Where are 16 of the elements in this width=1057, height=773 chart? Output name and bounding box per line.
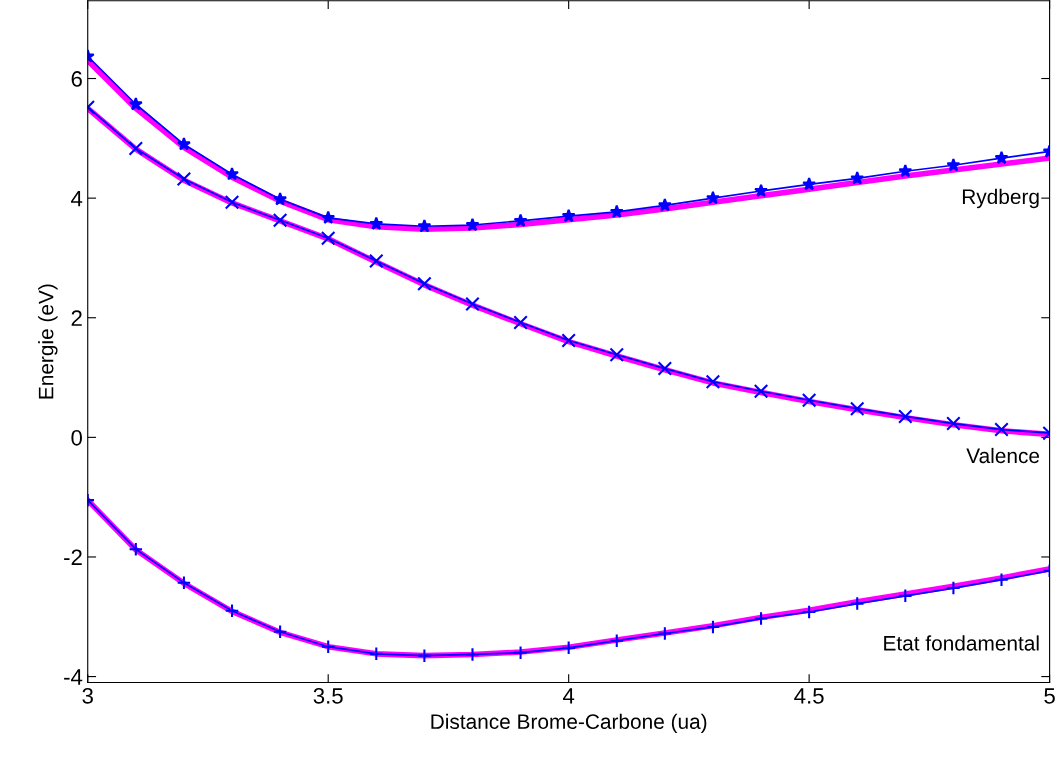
x-tick-label: 5 <box>1044 688 1055 704</box>
y-tick-label: 4 <box>71 190 83 207</box>
x-tick-label: 4 <box>563 688 575 704</box>
x-tick-label: 3.5 <box>313 688 343 704</box>
y-tick-label: -2 <box>64 549 82 566</box>
x-tick-label: 3 <box>82 688 93 704</box>
y-tick-label: 2 <box>71 310 82 326</box>
annotation: Valence <box>966 447 1040 464</box>
y-axis-title: Energie (eV) <box>38 284 58 399</box>
x-tick-label: 4.5 <box>794 688 824 704</box>
y-tick-label: 6 <box>71 71 82 87</box>
annotation: Etat fondamental <box>884 635 1039 651</box>
y-tick-label: -4 <box>64 669 83 685</box>
x-axis-title: Distance Brome-Carbone (ua) <box>431 713 707 734</box>
annotation: Rydberg <box>962 188 1039 209</box>
y-tick-label: 0 <box>71 429 82 446</box>
